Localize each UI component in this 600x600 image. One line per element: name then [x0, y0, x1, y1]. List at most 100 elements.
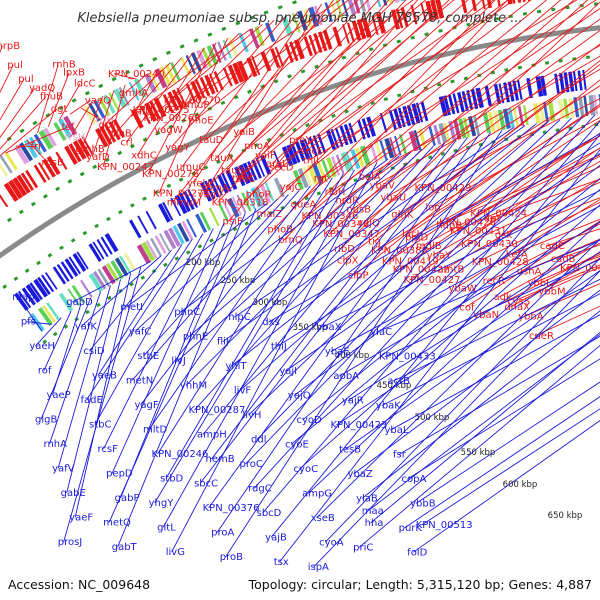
gene-label[interactable]: lacI: [402, 229, 419, 240]
gene-label[interactable]: queA: [291, 199, 317, 210]
gene-label[interactable]: yhhM: [180, 381, 207, 392]
gene-label[interactable]: ybaV: [370, 180, 395, 191]
gene-label[interactable]: KPN_00318: [212, 197, 269, 208]
gene-label[interactable]: hha: [365, 518, 384, 529]
gene-label[interactable]: yaeF: [69, 512, 93, 523]
gene-label[interactable]: KPN_00274: [153, 188, 210, 199]
gene-label[interactable]: ushA: [517, 267, 542, 278]
gene-label[interactable]: umuC: [176, 162, 205, 173]
gene-label[interactable]: cadB: [551, 254, 576, 265]
gene-label[interactable]: rpsB: [41, 157, 64, 168]
gene-label[interactable]: yfeU: [187, 178, 210, 189]
gene-label[interactable]: KPN_00275: [133, 105, 190, 116]
gene-label[interactable]: gabP: [115, 493, 140, 504]
gene-label[interactable]: livJ: [171, 356, 185, 367]
gene-label[interactable]: metI: [120, 302, 143, 313]
gene-label[interactable]: proB: [220, 552, 243, 563]
gene-label[interactable]: pul: [7, 60, 22, 71]
gene-label[interactable]: apbA: [333, 371, 359, 382]
gene-label[interactable]: prosJ: [58, 537, 83, 548]
gene-label[interactable]: ampG: [302, 488, 332, 499]
gene-label[interactable]: KPN_00242: [97, 162, 154, 173]
gene-label[interactable]: sbcC: [194, 478, 218, 489]
gene-label[interactable]: proC: [240, 459, 263, 470]
gene-label[interactable]: livG: [166, 547, 185, 558]
gene-label[interactable]: aroL: [266, 159, 288, 170]
gene-label[interactable]: csiD: [83, 346, 104, 357]
gene-label[interactable]: rof: [38, 366, 52, 377]
gene-label[interactable]: priC: [353, 542, 373, 553]
gene-label[interactable]: gabD: [66, 297, 93, 308]
gene-label[interactable]: maa: [362, 506, 384, 517]
gene-label[interactable]: yafD: [86, 152, 110, 163]
gene-label[interactable]: metQ: [103, 517, 131, 528]
gene-label[interactable]: yajI: [279, 366, 297, 377]
gene-label[interactable]: tauC: [232, 174, 255, 185]
gene-label[interactable]: metN: [126, 376, 153, 387]
gene-label[interactable]: glgB: [35, 415, 57, 426]
gene-label[interactable]: KPN_00240: [108, 69, 165, 80]
gene-label[interactable]: dinB: [109, 128, 131, 139]
gene-label[interactable]: xdhC: [131, 151, 157, 162]
gene-label[interactable]: mmuM: [167, 197, 201, 208]
gene-label[interactable]: yagY: [165, 142, 190, 153]
gene-label[interactable]: hemB: [206, 454, 235, 465]
gene-label[interactable]: KPN_00433: [379, 352, 436, 363]
gene-label[interactable]: KPN_00346: [301, 211, 358, 222]
gene-label[interactable]: phnC: [174, 307, 200, 318]
gene-label[interactable]: acrB: [387, 376, 410, 387]
gene-label[interactable]: crl: [120, 137, 132, 148]
gene-label[interactable]: rdgC: [248, 483, 272, 494]
gene-label[interactable]: lpxB: [63, 68, 85, 79]
gene-label[interactable]: hupB: [436, 220, 462, 231]
gene-label[interactable]: rrsH: [65, 132, 86, 143]
gene-label[interactable]: dgt: [51, 104, 68, 115]
gene-label[interactable]: gabT: [112, 542, 138, 553]
gene-label[interactable]: mmuP: [178, 100, 210, 111]
gene-label[interactable]: fsr: [393, 450, 407, 461]
gene-label[interactable]: rgt: [314, 174, 328, 185]
gene-label[interactable]: livF: [234, 386, 251, 397]
gene-label[interactable]: tsx: [274, 557, 289, 568]
gene-label[interactable]: dnaX: [504, 302, 530, 313]
gene-label[interactable]: secD: [269, 163, 294, 174]
gene-label[interactable]: ybaK: [376, 401, 401, 412]
gene-label[interactable]: yagF: [134, 400, 158, 411]
gene-label[interactable]: yadQ: [29, 83, 55, 94]
gene-label[interactable]: yajR: [342, 396, 364, 407]
gene-label[interactable]: yaeP: [46, 390, 70, 401]
gene-label[interactable]: apt: [484, 213, 500, 224]
gene-label[interactable]: mltD: [143, 425, 167, 436]
gene-label[interactable]: proY: [289, 135, 312, 146]
gene-label[interactable]: KPN_00276: [142, 169, 199, 180]
gene-label[interactable]: KPN_00513: [416, 520, 473, 531]
gene-label[interactable]: ybaN: [473, 310, 499, 321]
gene-label[interactable]: purK: [399, 523, 423, 534]
gene-label[interactable]: KPN_00422: [393, 265, 450, 276]
gene-label[interactable]: ribH: [325, 187, 346, 198]
gene-label[interactable]: yaiI: [235, 171, 253, 182]
gene-label[interactable]: KPN_00348: [312, 219, 369, 230]
gene-label[interactable]: glnK: [391, 210, 413, 221]
gene-label[interactable]: phnE: [183, 332, 208, 343]
gene-label[interactable]: yajC: [280, 182, 302, 193]
gene-label[interactable]: yagV: [198, 189, 223, 200]
gene-label[interactable]: amtB: [438, 265, 465, 276]
gene-label[interactable]: yajQ: [357, 218, 380, 229]
gene-label[interactable]: cyoE: [285, 440, 309, 451]
gene-label[interactable]: KPN_00270: [164, 95, 221, 106]
gene-label[interactable]: sbcD: [257, 508, 282, 519]
gene-label[interactable]: cof: [459, 302, 475, 313]
gene-label[interactable]: KPN_00423: [330, 420, 387, 431]
gene-label[interactable]: KPN_00424: [470, 208, 527, 219]
gene-label[interactable]: yafV: [52, 463, 75, 474]
gene-label[interactable]: ybaY: [427, 250, 452, 261]
gene-label[interactable]: kefA: [506, 250, 528, 261]
gene-label[interactable]: pepD: [106, 468, 133, 479]
gene-label[interactable]: pul: [18, 74, 33, 85]
gene-label[interactable]: gpt: [99, 120, 116, 131]
gene-label[interactable]: phoB: [267, 225, 293, 236]
gene-label[interactable]: gmhA: [119, 88, 148, 99]
gene-label[interactable]: cyoD: [296, 415, 322, 426]
gene-label[interactable]: folD: [407, 547, 427, 558]
